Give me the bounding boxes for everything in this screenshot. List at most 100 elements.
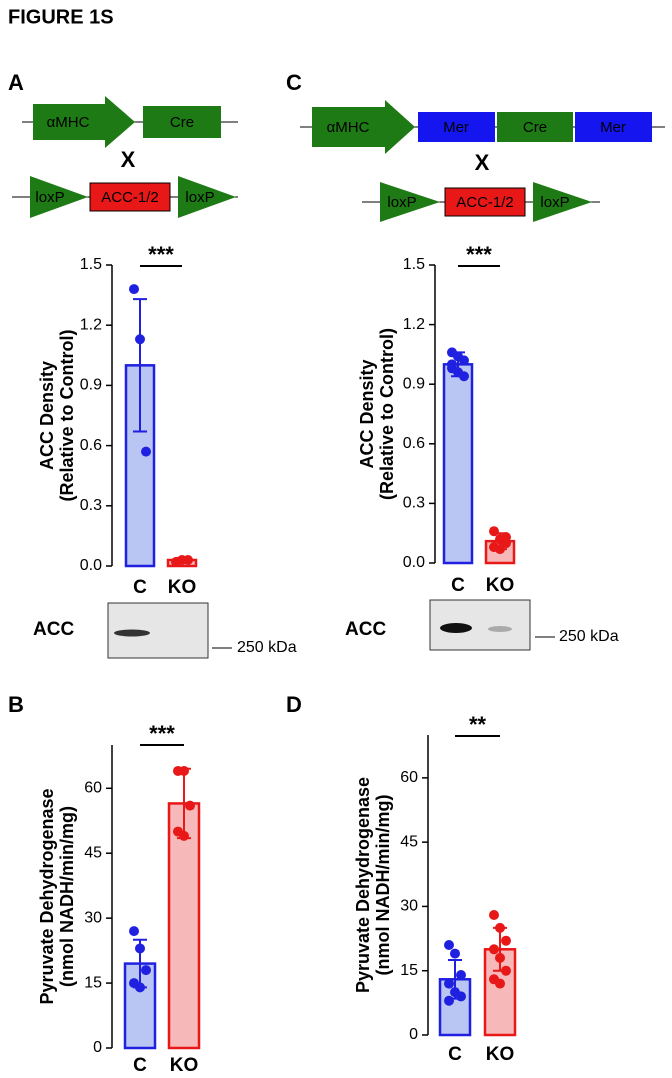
data-point bbox=[489, 910, 499, 920]
gene-label: Cre bbox=[523, 119, 547, 136]
data-point bbox=[183, 554, 193, 565]
data-point bbox=[501, 935, 511, 946]
gene-label: Cre bbox=[170, 114, 194, 131]
x-tick-label: C bbox=[451, 575, 465, 596]
significance-label: *** bbox=[466, 242, 492, 267]
y-tick-label: 0.0 bbox=[403, 554, 425, 571]
y-axis-label: (Relative to Control) bbox=[57, 329, 77, 501]
data-point bbox=[179, 830, 189, 841]
data-point bbox=[456, 991, 466, 1002]
cross: X bbox=[475, 150, 490, 175]
gene-label: ACC-1/2 bbox=[101, 189, 159, 206]
x-tick-label: C bbox=[448, 1044, 462, 1065]
y-tick-label: 0.9 bbox=[403, 375, 425, 392]
data-point bbox=[501, 965, 511, 976]
loxp-label: loxP bbox=[185, 189, 214, 206]
cross: X bbox=[121, 147, 136, 172]
blot-label: ACC bbox=[33, 619, 74, 640]
chart: B 0 15 30 45 60 Pyruvate Dehydrogenase (nmol NA… bbox=[8, 692, 201, 1076]
data-point bbox=[447, 359, 457, 370]
x-tick-label: KO bbox=[486, 1044, 515, 1065]
y-tick-label: 30 bbox=[400, 898, 418, 915]
data-point bbox=[456, 970, 466, 980]
panel-label: D bbox=[286, 692, 302, 717]
data-point bbox=[489, 944, 499, 955]
blot-band bbox=[114, 629, 150, 637]
data-point bbox=[495, 544, 505, 555]
gene-box bbox=[418, 112, 495, 142]
gene-box bbox=[575, 112, 652, 142]
y-tick-label: 30 bbox=[84, 909, 102, 926]
error-bar bbox=[133, 298, 147, 433]
blot-label: ACC bbox=[345, 619, 386, 640]
data-point bbox=[444, 995, 454, 1006]
construct-c: αMHC Mer Cre Mer X loxP ACC-1/2 loxP bbox=[300, 100, 665, 222]
data-point bbox=[141, 446, 151, 457]
y-axis-label: Pyruvate Dehydrogenase bbox=[353, 777, 373, 993]
y-tick-label: 45 bbox=[84, 844, 102, 861]
gene-box bbox=[497, 112, 573, 142]
y-axis-label: ACC Density bbox=[37, 361, 57, 470]
promoter-label: αMHC bbox=[47, 114, 90, 131]
y-tick-label: 60 bbox=[400, 769, 418, 786]
marker-label: 250 kDa bbox=[559, 628, 619, 645]
data-point bbox=[495, 952, 505, 963]
x-tick-label: KO bbox=[170, 1055, 199, 1076]
significance-label: *** bbox=[148, 242, 174, 267]
y-tick-label: 0.3 bbox=[403, 495, 425, 512]
gene-box bbox=[444, 187, 526, 217]
loxp-triangle bbox=[380, 182, 440, 222]
loxp-label: loxP bbox=[540, 194, 569, 211]
data-point bbox=[444, 978, 454, 989]
data-point bbox=[501, 532, 511, 543]
y-tick-label: 1.2 bbox=[80, 316, 102, 333]
loxp-label: loxP bbox=[35, 189, 64, 206]
promoter-arrow bbox=[312, 100, 415, 154]
gene-box bbox=[143, 106, 221, 138]
data-point bbox=[141, 965, 151, 976]
data-point bbox=[129, 284, 139, 295]
construct-a: αMHC Cre X loxP ACC-1/2 loxP bbox=[12, 96, 238, 218]
y-tick-label: 0 bbox=[409, 1026, 418, 1043]
y-tick-label: 0.9 bbox=[80, 377, 102, 394]
data-point bbox=[135, 943, 145, 954]
y-tick-label: 60 bbox=[84, 780, 102, 797]
promoter-arrow bbox=[33, 96, 135, 148]
x-tick-label: KO bbox=[486, 575, 515, 596]
y-tick-label: 45 bbox=[400, 833, 418, 850]
data-point bbox=[450, 948, 460, 959]
y-axis-label: ACC Density bbox=[357, 359, 377, 468]
chart: D 0 15 30 45 60 Pyruvate Dehydrogenase (nmol NA… bbox=[286, 692, 517, 1065]
significance-label: ** bbox=[469, 712, 487, 737]
data-point bbox=[495, 922, 505, 933]
data-point bbox=[495, 978, 505, 989]
y-axis-label: Pyruvate Dehydrogenase bbox=[37, 788, 57, 1004]
gene-label: Mer bbox=[443, 119, 469, 136]
y-axis-label: (nmol NADH/min/mg) bbox=[373, 795, 393, 976]
data-point bbox=[179, 765, 189, 776]
x-tick-label: C bbox=[133, 577, 147, 598]
data-point bbox=[129, 926, 139, 937]
figure-title: FIGURE 1S bbox=[8, 6, 114, 28]
panel-label: B bbox=[8, 692, 24, 717]
y-tick-label: 1.2 bbox=[403, 316, 425, 333]
gene-label: ACC-1/2 bbox=[456, 194, 514, 211]
data-point bbox=[459, 371, 469, 382]
loxp-triangle bbox=[178, 176, 236, 218]
y-tick-label: 15 bbox=[400, 962, 418, 979]
y-axis-label: (Relative to Control) bbox=[377, 328, 397, 500]
chart: 0.0 0.3 0.6 0.9 1.2 1.5 ACC Density (Relative t… bbox=[37, 242, 198, 598]
blot-c: ACC 250 kDa bbox=[345, 599, 619, 651]
y-tick-label: 1.5 bbox=[80, 256, 102, 273]
y-tick-label: 0.0 bbox=[80, 557, 102, 574]
data-point bbox=[489, 526, 499, 537]
data-point bbox=[459, 355, 469, 366]
y-tick-label: 1.5 bbox=[403, 256, 425, 273]
data-point bbox=[135, 982, 145, 993]
blot-band bbox=[488, 626, 512, 632]
data-point bbox=[135, 334, 145, 345]
chart: 0.0 0.3 0.6 0.9 1.2 1.5 ACC Density (Relative t… bbox=[357, 242, 516, 596]
y-tick-label: 0 bbox=[93, 1039, 102, 1056]
loxp-triangle bbox=[30, 176, 88, 218]
panel-label: A bbox=[8, 70, 24, 95]
